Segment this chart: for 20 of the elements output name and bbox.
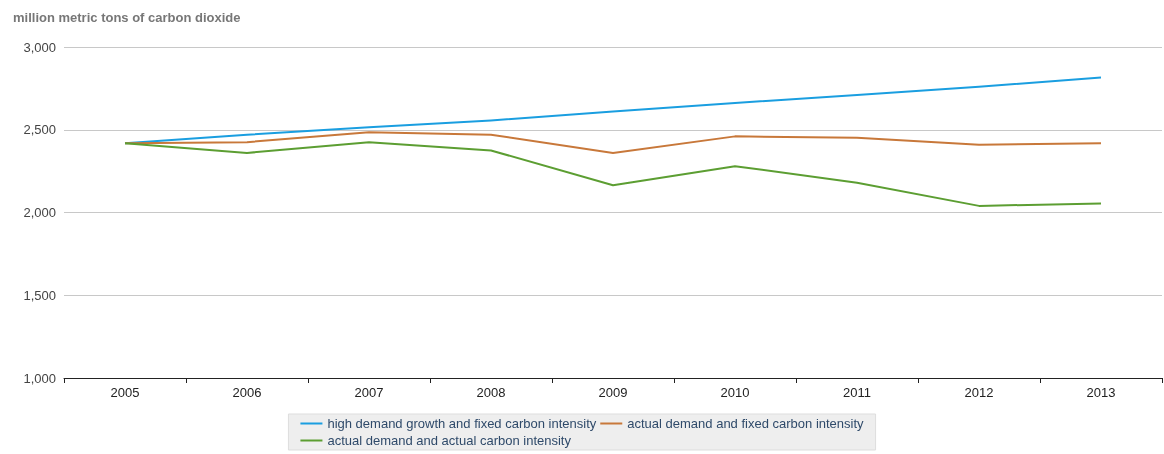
- y-tick-label: 2,000: [23, 205, 56, 220]
- x-tick-label: 2011: [843, 385, 871, 400]
- y-tick-label: 1,500: [23, 287, 56, 303]
- x-tick-label: 2007: [354, 385, 384, 400]
- y-axis-title: million metric tons of carbon dioxide: [13, 10, 241, 25]
- x-tick-label: 2013: [1086, 385, 1116, 400]
- x-tick-label: 2005: [110, 385, 140, 400]
- y-tick-label: 2,500: [23, 122, 56, 138]
- line-series: [124, 141, 1102, 207]
- y-tick-label: 3,000: [23, 39, 56, 55]
- legend-label: actual demand and fixed carbon intensity: [627, 416, 865, 431]
- x-tick-label: 2008: [476, 385, 506, 400]
- legend-label: high demand growth and fixed carbon intensity: [327, 416, 597, 431]
- y-tick-label: 1,000: [23, 370, 56, 386]
- x-tick-label: 2009: [598, 385, 628, 400]
- x-tick-label: 2010: [720, 385, 750, 400]
- x-tick-label: 2006: [232, 385, 262, 400]
- x-tick-label: 2012: [964, 385, 994, 400]
- legend-label: actual demand and actual carbon intensity: [327, 433, 572, 448]
- line-series: [124, 131, 1102, 154]
